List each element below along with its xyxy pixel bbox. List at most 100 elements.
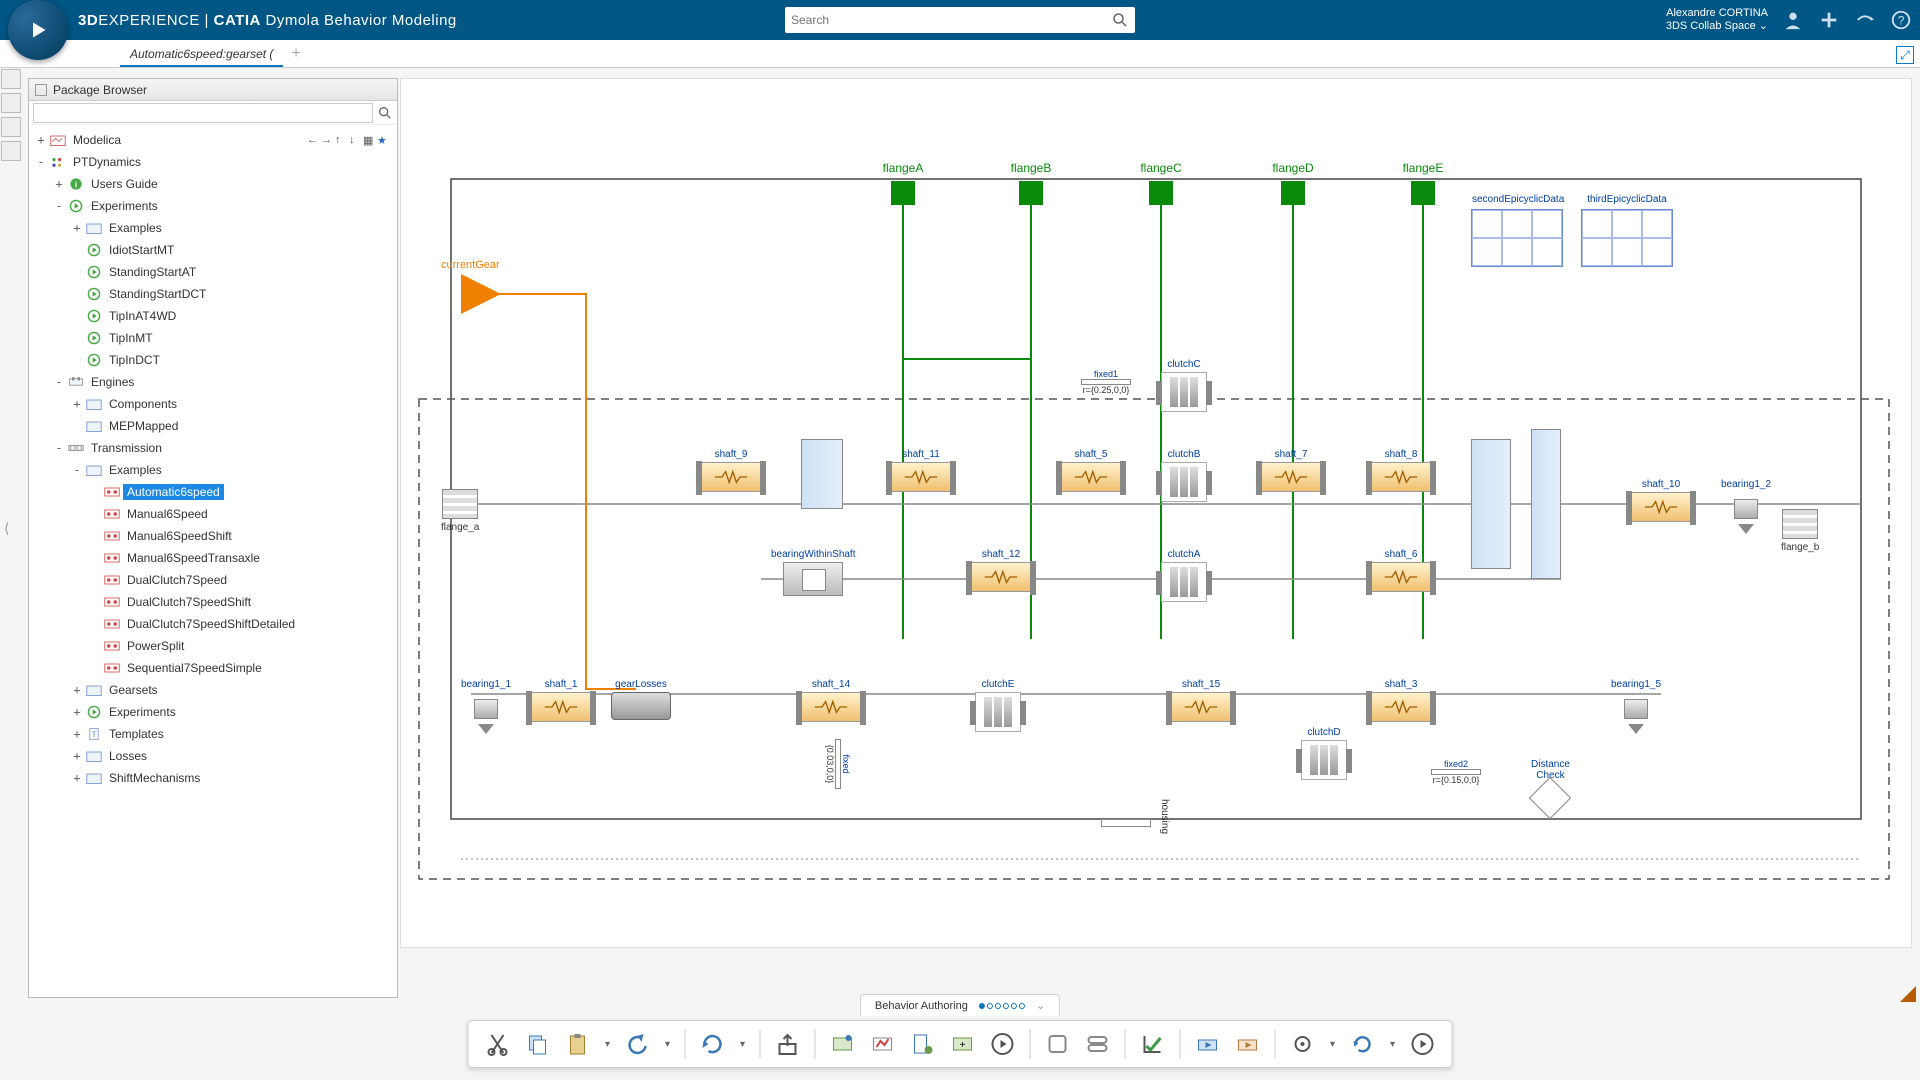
expand-toggle[interactable]: -	[53, 441, 65, 455]
copy-button[interactable]	[521, 1027, 555, 1061]
bearing-component[interactable]: bearing1_2	[1721, 479, 1771, 526]
search-input[interactable]	[791, 13, 1111, 27]
plus-icon[interactable]	[1818, 9, 1840, 31]
tree-node[interactable]: IdiotStartMT	[31, 239, 395, 261]
flange-port[interactable]	[1281, 181, 1305, 205]
tree-node[interactable]: Manual6SpeedShift	[31, 525, 395, 547]
shaft-component[interactable]: shaft_14	[801, 679, 861, 722]
bearing-within-shaft[interactable]: bearingWithinShaft	[771, 549, 856, 596]
next-button[interactable]	[1406, 1027, 1440, 1061]
flange-port[interactable]	[891, 181, 915, 205]
expand-toggle[interactable]	[71, 353, 83, 367]
compass-icon[interactable]	[8, 0, 68, 60]
tree-node[interactable]: TipInAT4WD	[31, 305, 395, 327]
expand-toggle[interactable]	[71, 265, 83, 279]
sim1-button[interactable]	[826, 1027, 860, 1061]
tree-node[interactable]: + Modelica ←→↑↓▦★	[31, 129, 395, 151]
clutch-component[interactable]: clutchC	[1161, 359, 1207, 412]
distance-check[interactable]: DistanceCheck	[1531, 759, 1570, 813]
gear-block[interactable]	[801, 439, 843, 509]
dock-button[interactable]	[1, 141, 21, 161]
flange-io[interactable]: flange_a	[441, 489, 479, 535]
expand-toggle[interactable]	[89, 485, 101, 499]
anim1-button[interactable]	[1191, 1027, 1225, 1061]
fixed-component[interactable]: fixed2 r={0.15,0,0}	[1431, 759, 1481, 785]
expand-toggle[interactable]	[71, 331, 83, 345]
bearing-component[interactable]: bearing1_5	[1611, 679, 1661, 726]
chevron-down-icon[interactable]: ⌄	[1036, 999, 1045, 1012]
gear-losses[interactable]: gearLosses	[611, 679, 671, 720]
diagram-canvas[interactable]: flangeAflangeBflangeCflangeDflangeEcurre…	[400, 78, 1912, 948]
expand-toggle[interactable]	[71, 243, 83, 257]
expand-toggle[interactable]: +	[71, 749, 83, 763]
expand-toggle[interactable]: -	[53, 199, 65, 213]
share-icon[interactable]	[1854, 9, 1876, 31]
data-table[interactable]: thirdEpicyclicData	[1581, 209, 1673, 267]
resize-handle[interactable]	[1900, 986, 1916, 1002]
tree-node[interactable]: Manual6Speed	[31, 503, 395, 525]
expand-toggle[interactable]: +	[71, 771, 83, 785]
clutch-component[interactable]: clutchE	[975, 679, 1021, 732]
shaft-component[interactable]: shaft_9	[701, 449, 761, 492]
filter-search-icon[interactable]	[377, 105, 393, 121]
tree-node[interactable]: Automatic6speed	[31, 481, 395, 503]
housing[interactable]: housing	[1101, 819, 1151, 827]
undo-dropdown[interactable]: ▾	[661, 1027, 675, 1061]
shaft-component[interactable]: shaft_1	[531, 679, 591, 722]
shaft-component[interactable]: shaft_10	[1631, 479, 1691, 522]
expand-toggle[interactable]: +	[71, 683, 83, 697]
tree-node[interactable]: - PTDynamics	[31, 151, 395, 173]
expand-toggle[interactable]	[89, 507, 101, 521]
shaft-component[interactable]: shaft_15	[1171, 679, 1231, 722]
cut-button[interactable]	[481, 1027, 515, 1061]
undo-button[interactable]	[621, 1027, 655, 1061]
tree-node[interactable]: + Gearsets	[31, 679, 395, 701]
tree-node[interactable]: DualClutch7SpeedShift	[31, 591, 395, 613]
tree-node[interactable]: - Experiments	[31, 195, 395, 217]
expand-toggle[interactable]: +	[71, 727, 83, 741]
expand-toggle[interactable]	[89, 529, 101, 543]
expand-toggle[interactable]: +	[53, 177, 65, 191]
tree-node[interactable]: StandingStartDCT	[31, 283, 395, 305]
tree-filter-input[interactable]	[33, 103, 373, 123]
tree-node[interactable]: + Losses	[31, 745, 395, 767]
tree-node[interactable]: + ShiftMechanisms	[31, 767, 395, 789]
tree-node[interactable]: TipInDCT	[31, 349, 395, 371]
bearing-component[interactable]: bearing1_1	[461, 679, 511, 726]
flange-port[interactable]	[1411, 181, 1435, 205]
tree-node[interactable]: PowerSplit	[31, 635, 395, 657]
expand-toggle[interactable]: -	[35, 155, 47, 169]
expand-toggle[interactable]	[89, 639, 101, 653]
shaft-component[interactable]: shaft_7	[1261, 449, 1321, 492]
tree-node[interactable]: Sequential7SpeedSimple	[31, 657, 395, 679]
dock-button[interactable]	[1, 93, 21, 113]
expand-toggle[interactable]	[89, 573, 101, 587]
refresh-dropdown[interactable]: ▾	[1386, 1027, 1400, 1061]
tree-node[interactable]: + T Templates	[31, 723, 395, 745]
paste-dropdown[interactable]: ▾	[601, 1027, 615, 1061]
tree-node[interactable]: + Experiments	[31, 701, 395, 723]
shaft-component[interactable]: shaft_5	[1061, 449, 1121, 492]
box2-button[interactable]	[1081, 1027, 1115, 1061]
expand-toggle[interactable]: -	[71, 463, 83, 477]
expand-toggle[interactable]	[89, 551, 101, 565]
expand-toggle[interactable]: -	[53, 375, 65, 389]
expand-toggle[interactable]: +	[71, 705, 83, 719]
left-collapse-handle[interactable]: ⟨	[4, 520, 18, 544]
help-icon[interactable]: ?	[1890, 9, 1912, 31]
dock-button[interactable]	[1, 117, 21, 137]
avatar-icon[interactable]	[1782, 9, 1804, 31]
dock-button[interactable]	[1, 69, 21, 89]
clutch-component[interactable]: clutchA	[1161, 549, 1207, 602]
expand-toggle[interactable]	[71, 309, 83, 323]
tree-node[interactable]: + i Users Guide	[31, 173, 395, 195]
expand-toggle[interactable]	[71, 419, 83, 433]
fixed-component[interactable]: fixed1 r={0.25,0,0}	[1081, 369, 1131, 395]
gear-block[interactable]	[1471, 439, 1511, 569]
update-dropdown[interactable]: ▾	[736, 1027, 750, 1061]
update-button[interactable]	[696, 1027, 730, 1061]
expand-toggle[interactable]	[71, 287, 83, 301]
tree-node[interactable]: - Engines	[31, 371, 395, 393]
refresh-button[interactable]	[1346, 1027, 1380, 1061]
paste-button[interactable]	[561, 1027, 595, 1061]
